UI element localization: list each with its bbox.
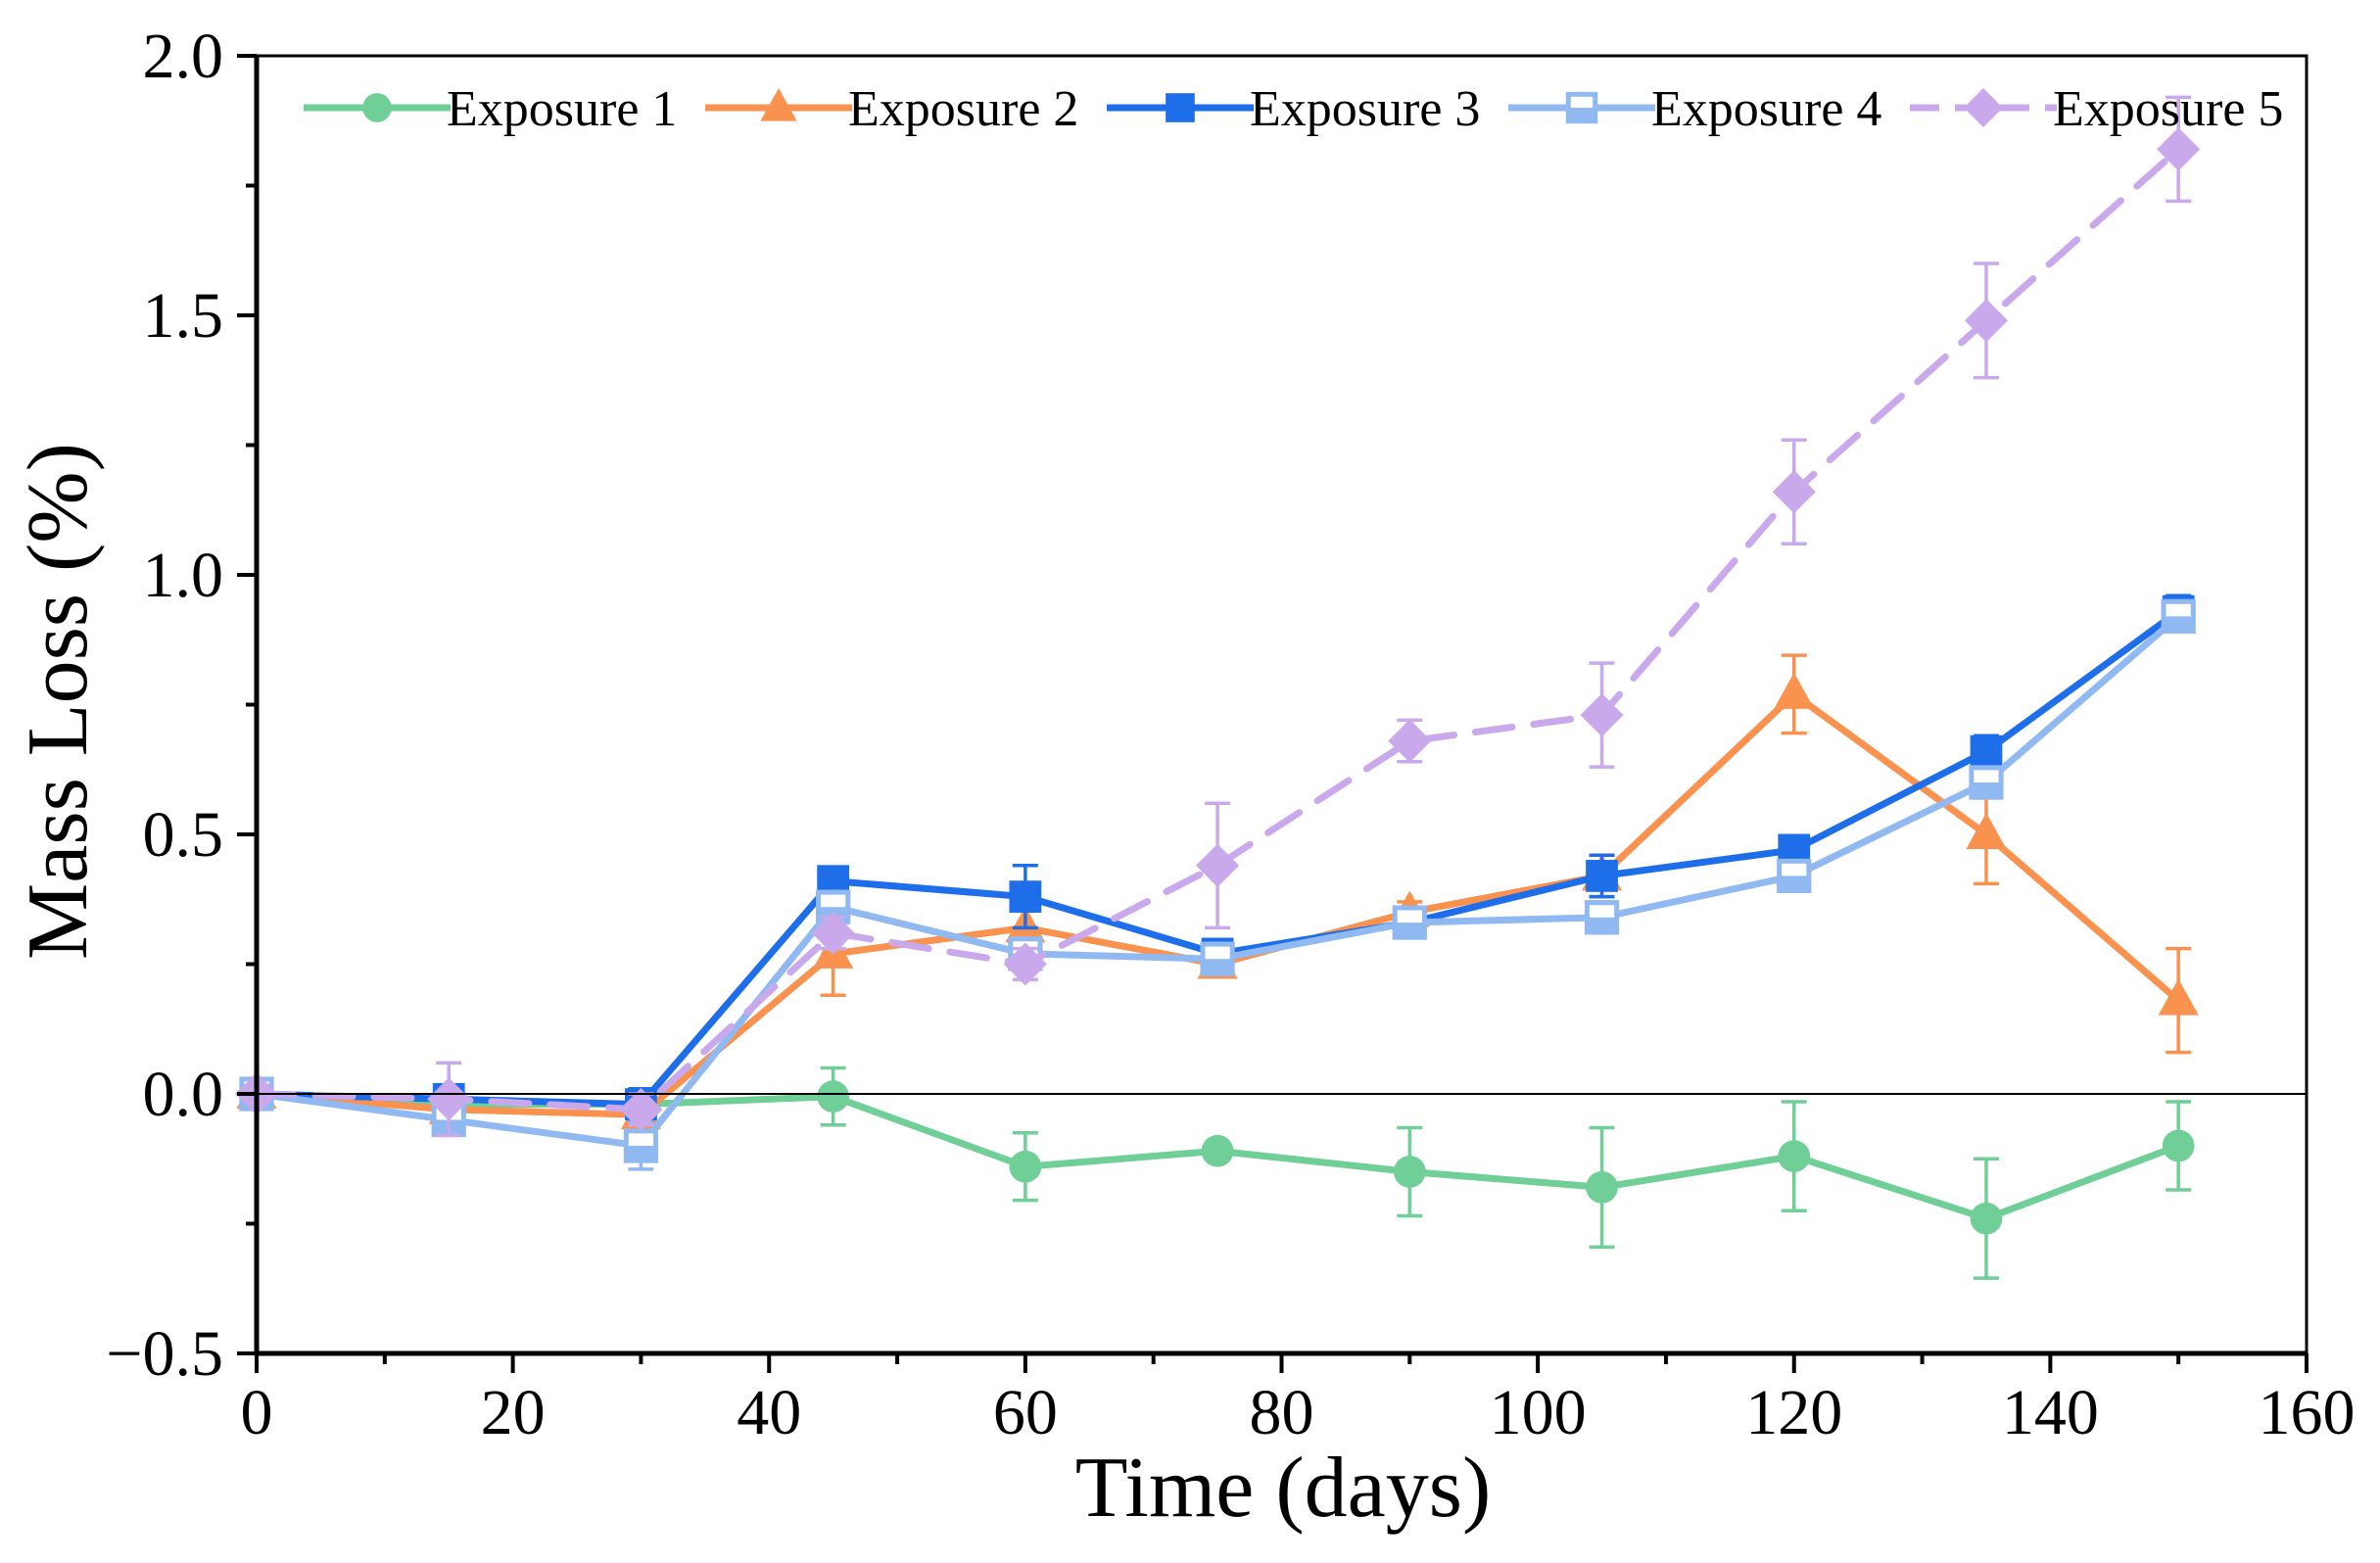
- data-point-s1-p6: [1393, 1156, 1426, 1188]
- legend-marker-exposure-4-fill: [1568, 108, 1595, 121]
- data-point-s4-p9-fill: [1971, 782, 2002, 798]
- data-point-s3-p7: [1586, 860, 1618, 892]
- y-tick-label-1: 0.0: [143, 1059, 224, 1130]
- legend-label-exposure-5: Exposure 5: [2053, 81, 2283, 137]
- data-point-s5-p5: [1196, 843, 1240, 887]
- data-point-s1-p9: [1970, 1202, 2003, 1235]
- data-point-s5-p4: [1003, 942, 1047, 986]
- y-tick-label-5: 2.0: [143, 21, 224, 92]
- data-point-s4-p5: [1200, 941, 1235, 976]
- data-point-s2-p8: [1774, 672, 1815, 709]
- y-tick-label-2: 0.5: [143, 799, 224, 871]
- legend-item-exposure-3: Exposure 3: [1107, 81, 1480, 137]
- data-point-s1-p5: [1201, 1134, 1234, 1167]
- x-tick-label-60: 60: [993, 1377, 1058, 1448]
- data-point-s1-p8: [1778, 1140, 1811, 1172]
- data-point-s5-p6: [1388, 719, 1432, 763]
- data-point-s1-p4: [1009, 1150, 1042, 1183]
- x-axis-title: Time (days): [1075, 1441, 1492, 1536]
- data-point-s4-p10-fill: [2164, 616, 2194, 632]
- data-point-s3-p9: [1970, 734, 2003, 768]
- data-point-s2-p10: [2158, 978, 2199, 1016]
- data-point-s4-p9: [1969, 765, 2004, 800]
- legend-item-exposure-5: Exposure 5: [1910, 81, 2283, 137]
- data-point-s5-p2: [619, 1087, 663, 1131]
- x-tick-label-160: 160: [2259, 1377, 2356, 1448]
- legend: Exposure 1 Exposure 2 Exposure 3 Exposure 4…: [304, 81, 2283, 137]
- x-tick-label-20: 20: [481, 1377, 546, 1448]
- legend-label-exposure-2: Exposure 2: [848, 81, 1078, 137]
- legend-label-exposure-4: Exposure 4: [1651, 81, 1881, 137]
- legend-marker-exposure-4: [1565, 91, 1598, 124]
- x-tick-label-0: 0: [241, 1377, 273, 1448]
- data-point-s1-p10: [2162, 1129, 2195, 1162]
- y-tick-label-3: 1.0: [143, 540, 224, 611]
- data-point-s1-p3: [817, 1080, 850, 1113]
- legend-label-exposure-1: Exposure 1: [447, 81, 677, 137]
- data-point-s4-p6: [1392, 905, 1427, 940]
- legend-item-exposure-1: Exposure 1: [304, 81, 677, 137]
- data-point-s5-p3: [811, 911, 855, 955]
- data-point-s4-p6-fill: [1395, 923, 1425, 938]
- data-point-s5-p8: [1772, 470, 1816, 514]
- y-axis-title: Mass Loss (%): [11, 443, 106, 960]
- legend-label-exposure-3: Exposure 3: [1250, 81, 1480, 137]
- data-point-s4-p2: [623, 1128, 659, 1163]
- legend-marker-exposure-2: [760, 87, 797, 121]
- data-point-s4-p8-fill: [1779, 876, 1809, 891]
- data-point-s4-p8: [1777, 858, 1812, 894]
- data-point-s4-p10: [2161, 598, 2196, 635]
- legend-marker-exposure-1: [362, 93, 392, 122]
- data-point-s4-p7-fill: [1587, 917, 1617, 932]
- data-point-s5-p1: [427, 1077, 471, 1121]
- data-point-s5-p7: [1580, 693, 1624, 737]
- data-point-s1-p7: [1586, 1171, 1618, 1204]
- legend-marker-exposure-5: [1964, 88, 2003, 127]
- data-point-s4-p5-fill: [1202, 959, 1233, 974]
- y-tick-label-0: −0.5: [106, 1318, 223, 1390]
- data-point-s2-p9: [1966, 812, 2007, 849]
- data-point-s5-p10: [2157, 127, 2201, 171]
- legend-item-exposure-4: Exposure 4: [1508, 81, 1881, 137]
- data-point-s3-p4: [1009, 880, 1042, 913]
- x-tick-label-80: 80: [1250, 1377, 1314, 1448]
- x-tick-label-40: 40: [737, 1377, 801, 1448]
- x-tick-label-100: 100: [1490, 1377, 1587, 1448]
- data-point-s4-p2-fill: [626, 1146, 656, 1161]
- axes-layer: 0 20 40 60 80 100 120 140 160 −0.5 0.0 0.5 1.0 1.5 2.0: [106, 21, 2355, 1448]
- data-point-s5-p9: [1964, 299, 2009, 343]
- series-layer: [234, 95, 2201, 1280]
- series-exposure-4: [239, 598, 2196, 1171]
- x-tick-label-120: 120: [1745, 1377, 1842, 1448]
- legend-marker-exposure-3: [1166, 93, 1195, 122]
- series-exposure-5: [234, 95, 2201, 1138]
- y-tick-label-4: 1.5: [143, 280, 224, 352]
- x-tick-label-140: 140: [2002, 1377, 2099, 1448]
- legend-item-exposure-2: Exposure 2: [705, 81, 1078, 137]
- data-point-s4-p7: [1584, 900, 1620, 935]
